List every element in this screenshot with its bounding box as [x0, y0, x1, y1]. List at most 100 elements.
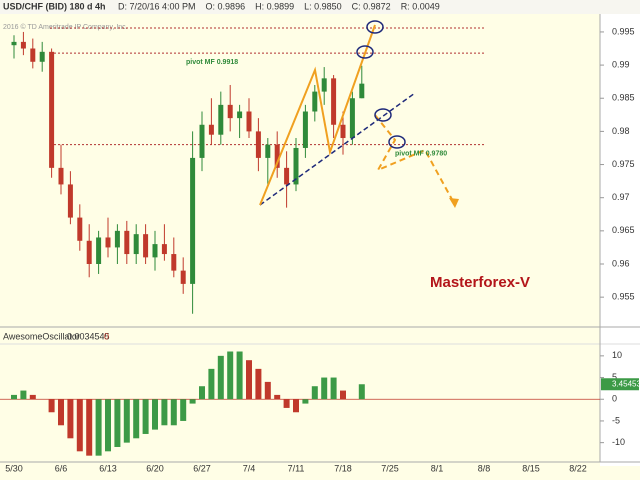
circle-marker [388, 135, 406, 149]
osc-bar [76, 399, 83, 452]
candle-body [39, 51, 45, 62]
osc-header: 0 [104, 331, 109, 341]
x-tick-label: 6/20 [146, 463, 164, 473]
candle-body [246, 111, 252, 132]
y-tick-label: 0.97 [612, 192, 630, 202]
osc-title: AwesomeOscillator [3, 331, 80, 341]
x-tick-label: 6/6 [55, 463, 68, 473]
candle-body [49, 51, 55, 168]
osc-bar [189, 399, 196, 404]
y-tick-label: 0.99 [612, 59, 630, 69]
y-tick-label: 10 [612, 350, 622, 360]
osc-bar [86, 399, 93, 456]
candle-body [237, 111, 243, 119]
osc-bar [20, 390, 27, 400]
header-field: C: 0.9872 [352, 1, 391, 11]
value-tag [601, 378, 639, 391]
candle-body [171, 254, 177, 271]
candle-body [143, 234, 149, 258]
x-tick-label: 8/15 [522, 463, 540, 473]
value-label: 3.45453 [612, 379, 640, 388]
candle-body [349, 98, 355, 139]
candle-body [227, 104, 233, 119]
candle-body [302, 111, 308, 148]
candle-body [340, 124, 346, 139]
candle-body [218, 104, 224, 135]
header-bar [0, 0, 640, 14]
y-tick-label: 0.955 [612, 292, 635, 302]
osc-bar [114, 399, 121, 447]
osc-bar [274, 394, 281, 400]
y-tick-label: 0.98 [612, 126, 630, 136]
candle-body [208, 124, 214, 135]
copyright: 2016 © TD Ameritrade IP Company, Inc. [3, 23, 128, 31]
osc-bar [227, 351, 234, 400]
y-tick-label: 5 [612, 372, 617, 382]
pivot-label: pivot MF 0.9780 [395, 150, 447, 157]
candle-body [265, 144, 271, 158]
x-tick-label: 7/11 [288, 463, 305, 473]
x-tick-label: 5/30 [5, 463, 23, 473]
circle-marker [366, 20, 384, 34]
osc-bar [302, 399, 309, 404]
candle-body [161, 244, 167, 255]
chart-title: USD/CHF (BID) 180 d 4h [3, 1, 106, 11]
osc-bar [311, 386, 318, 400]
watermark: Masterforex-V [430, 274, 530, 291]
osc-bar [255, 368, 262, 400]
candle-body [11, 41, 17, 46]
candle-body [293, 147, 299, 185]
circle-marker [356, 45, 374, 59]
candle-body [180, 270, 186, 284]
y-tick-label: 0.985 [612, 93, 635, 103]
pivot-label: pivot MF 0.9918 [186, 59, 238, 66]
osc-bar [321, 377, 328, 400]
osc-bar [95, 399, 102, 456]
osc-bar [67, 399, 74, 439]
candle-body [284, 167, 290, 185]
candle-body [86, 240, 92, 264]
candle-body [199, 124, 205, 158]
candle-body [114, 230, 120, 248]
osc-bar [358, 384, 365, 400]
header-field: L: 0.9850 [304, 1, 342, 11]
osc-bar [236, 351, 243, 400]
osc-bar [123, 399, 130, 443]
candle-body [20, 41, 26, 49]
candle-body [190, 157, 196, 284]
candle-body [312, 91, 318, 112]
candle-body [255, 131, 261, 158]
osc-bar [208, 368, 215, 400]
candle-body [58, 167, 64, 185]
osc-bar [283, 399, 290, 408]
candle-body [152, 244, 158, 258]
candle-body [67, 184, 73, 218]
axis-strip [600, 14, 640, 466]
osc-bar [58, 399, 64, 426]
x-tick-label: 7/4 [243, 463, 256, 473]
drawings [259, 20, 459, 208]
candle-body [133, 234, 139, 255]
candle-body [96, 237, 102, 264]
candle-body [124, 230, 130, 255]
x-tick-label: 6/13 [99, 463, 117, 473]
osc-bar [330, 377, 337, 400]
candle-body [359, 83, 365, 99]
x-tick-label: 7/18 [334, 463, 352, 473]
y-tick-label: 0 [612, 394, 617, 404]
osc-bar [133, 399, 140, 439]
osc-bar [217, 355, 224, 400]
osc-bar [199, 386, 205, 400]
y-tick-label: 0.995 [612, 26, 635, 36]
osc-bar [264, 381, 271, 400]
y-tick-label: 0.96 [612, 258, 630, 268]
x-tick-label: 8/1 [431, 463, 444, 473]
osc-bar [340, 390, 346, 400]
header-field: D: 7/20/16 4:00 PM [118, 1, 196, 11]
header-field: O: 0.9896 [206, 1, 246, 11]
osc-bar [180, 399, 187, 421]
osc-bar [48, 399, 55, 413]
candle-body [30, 48, 36, 62]
osc-bar [293, 399, 299, 413]
